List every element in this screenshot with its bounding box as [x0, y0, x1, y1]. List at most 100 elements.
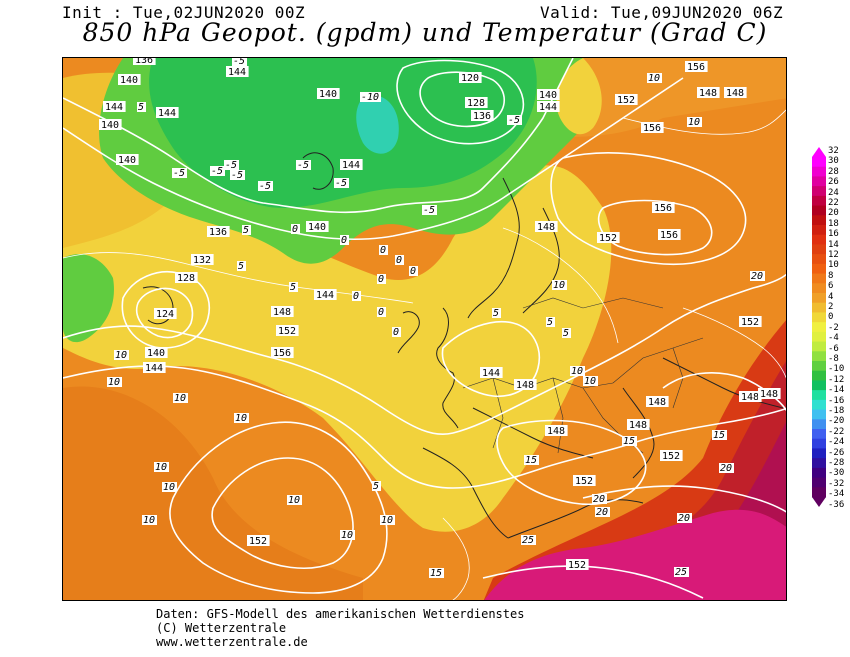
colorbar-label: -30	[828, 468, 845, 479]
geopotential-label: 156	[654, 203, 672, 214]
temperature-label: 10	[174, 393, 186, 404]
label-background	[133, 58, 156, 65]
colorbar-label: -22	[828, 426, 845, 437]
contour-line	[582, 485, 786, 513]
label-background	[570, 366, 585, 376]
colorbar-swatch	[812, 234, 826, 245]
coastline	[302, 152, 334, 190]
geopotential-label: 148	[648, 397, 666, 408]
geopotential-label: 140	[147, 348, 165, 359]
colorbar-swatch	[812, 409, 826, 420]
label-background	[172, 168, 187, 178]
temperature-label: 10	[163, 482, 175, 493]
temperature-label: 5	[373, 481, 379, 492]
temperature-label: 0	[396, 255, 402, 266]
colorbar-swatch	[812, 361, 826, 372]
colorbar-swatch	[812, 244, 826, 255]
label-background	[583, 376, 598, 386]
geopotential-label: 144	[228, 67, 246, 78]
label-background	[524, 455, 539, 465]
label-background	[545, 425, 568, 436]
label-background	[334, 178, 349, 188]
coastline	[467, 177, 520, 319]
map-canvas: 1361401441441401441201281361401441401521…	[63, 58, 786, 600]
colorbar-label: 6	[828, 281, 834, 292]
geopotential-label: 128	[177, 273, 195, 284]
colorbar-swatch	[812, 302, 826, 313]
label-background	[232, 58, 247, 66]
coastline	[622, 387, 655, 479]
geopotential-label: 148	[699, 88, 717, 99]
label-background	[658, 229, 681, 240]
temperature-label: 25	[522, 535, 534, 546]
colorbar-label: -8	[828, 354, 839, 364]
label-background	[226, 66, 249, 77]
label-background	[296, 160, 311, 170]
colorbar-label: 4	[828, 291, 834, 302]
temperature-label: -5	[423, 205, 435, 216]
temperature-label: 5	[290, 282, 296, 293]
label-background	[750, 271, 765, 281]
colorbar-swatch	[812, 225, 826, 236]
temperature-label: -10	[361, 92, 379, 103]
label-background	[377, 274, 386, 284]
label-background	[258, 181, 273, 191]
colorbar-swatch	[812, 283, 826, 294]
geopotential-label: 156	[273, 348, 291, 359]
data-source: Daten: GFS-Modell des amerikanischen Wet…	[156, 607, 525, 621]
label-background	[306, 221, 329, 232]
cold-region	[149, 58, 537, 208]
label-background	[114, 350, 129, 360]
colorbar-swatch	[812, 477, 826, 488]
temperature-label: 10	[648, 73, 660, 84]
label-background	[597, 232, 620, 243]
cold-region	[63, 254, 114, 343]
contour-line	[396, 59, 525, 145]
label-background	[492, 308, 501, 318]
geopotential-label: 140	[308, 222, 326, 233]
geopotential-label: 152	[249, 536, 267, 547]
temperature-label: 5	[493, 308, 499, 319]
coastline	[472, 407, 594, 459]
colorbar-label: -2	[828, 322, 839, 333]
colorbar-label: 14	[828, 239, 839, 250]
border	[462, 377, 614, 389]
temperature-label: 10	[288, 495, 300, 506]
label-background	[595, 507, 610, 517]
temperature-label: 15	[713, 430, 725, 441]
colorbar-label: 18	[828, 218, 839, 229]
temperature-label: -5	[211, 166, 223, 177]
colorbar-label: -14	[828, 385, 845, 396]
temperature-label: -5	[259, 181, 271, 192]
label-background	[647, 73, 662, 83]
label-background	[535, 221, 558, 232]
contour-line	[441, 321, 540, 397]
colorbar-swatch	[812, 157, 826, 168]
label-background	[573, 475, 596, 486]
coastline	[662, 357, 784, 409]
colorbar-svg	[812, 147, 826, 507]
temperature-label: 15	[623, 436, 635, 447]
geopotential-label: 144	[316, 290, 334, 301]
colorbar-swatch	[812, 331, 826, 343]
label-background	[154, 308, 177, 319]
colorbar-label: 8	[828, 270, 834, 281]
label-background	[210, 166, 225, 176]
colorbar-swatch	[812, 399, 826, 411]
geopotential-label: 144	[158, 108, 176, 119]
label-background	[247, 535, 270, 546]
geopotential-label: 152	[741, 317, 759, 328]
label-background	[646, 396, 669, 407]
geopotential-label: 144	[145, 363, 163, 374]
colorbar-label: -20	[828, 416, 845, 427]
label-background	[317, 88, 340, 99]
label-background	[360, 92, 381, 102]
temperature-label: 15	[430, 568, 442, 579]
label-background	[677, 513, 692, 523]
temperature-label: 0	[353, 291, 359, 302]
geopotential-labels: 1361401441441401441201281361401441401521…	[99, 58, 781, 571]
temperature-label: -5	[233, 58, 245, 67]
temperature-label: 25	[675, 567, 687, 578]
label-background	[162, 482, 177, 492]
colorbar-label: 0	[828, 312, 834, 323]
